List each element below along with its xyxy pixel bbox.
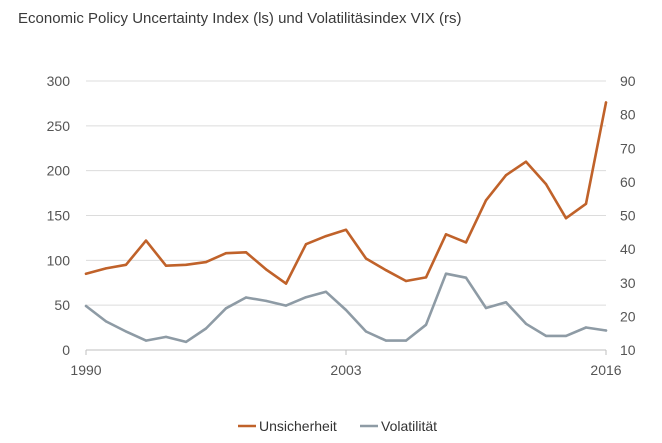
x-tick-label: 1990 (70, 362, 101, 378)
legend-label: Unsicherheit (259, 418, 337, 434)
x-tick-label: 2016 (590, 362, 621, 378)
data-point (284, 282, 288, 285)
data-point (284, 304, 288, 307)
data-point (144, 339, 148, 342)
data-point (504, 174, 508, 177)
y-left-tick-label: 200 (47, 163, 71, 179)
data-point (544, 182, 548, 186)
data-point (404, 339, 408, 342)
data-point (364, 257, 368, 260)
y-right-tick-label: 10 (620, 342, 636, 358)
data-point (184, 263, 188, 266)
data-point (424, 276, 428, 279)
data-point (104, 267, 108, 270)
y-right-tick-label: 20 (620, 308, 636, 324)
data-point (104, 320, 108, 323)
y-right-tick-label: 80 (620, 107, 636, 123)
data-point (224, 307, 228, 310)
data-point (244, 251, 248, 254)
data-point (444, 272, 448, 275)
y-left-tick-label: 100 (47, 252, 71, 268)
data-point (564, 217, 568, 220)
left-axis: 0 50 100 150 200 250 300 (47, 73, 71, 358)
y-left-tick-label: 0 (62, 342, 70, 358)
series-line-volatilitaet (84, 272, 608, 344)
data-point (484, 306, 488, 310)
y-left-tick-label: 250 (47, 118, 71, 134)
data-point (184, 340, 188, 344)
y-right-tick-label: 90 (620, 73, 636, 89)
data-point (524, 160, 528, 163)
series-lines (84, 101, 608, 344)
right-axis: 10 20 30 40 50 60 70 80 90 (620, 73, 636, 358)
y-right-tick-label: 30 (620, 275, 636, 291)
data-point (464, 276, 468, 279)
data-point (404, 279, 408, 283)
data-point (484, 199, 488, 202)
data-point (424, 323, 428, 326)
y-right-tick-label: 70 (620, 140, 636, 156)
data-point (324, 234, 328, 238)
data-point (244, 296, 248, 299)
y-right-tick-label: 40 (620, 241, 636, 257)
data-point (224, 252, 228, 255)
data-point (124, 263, 128, 266)
data-point (304, 296, 308, 299)
data-point (384, 339, 388, 342)
data-point (524, 322, 528, 325)
legend-label: Volatilität (381, 418, 437, 434)
data-point (544, 334, 548, 338)
data-point (84, 304, 88, 308)
data-point (584, 202, 588, 205)
data-point (344, 228, 348, 231)
data-point (164, 264, 168, 267)
data-point (124, 330, 128, 333)
data-point (604, 101, 608, 104)
data-point (324, 290, 328, 293)
x-axis: 1990 2003 2016 (70, 350, 622, 378)
y-right-tick-label: 50 (620, 208, 636, 224)
data-point (204, 327, 208, 330)
data-point (144, 239, 148, 242)
data-point (504, 301, 508, 304)
data-point (384, 269, 388, 272)
data-point (584, 326, 588, 329)
data-point (364, 330, 368, 333)
y-left-tick-label: 50 (54, 297, 70, 313)
y-left-tick-label: 300 (47, 73, 71, 89)
legend: Unsicherheit Volatilität (238, 418, 437, 434)
data-point (204, 260, 208, 264)
data-point (164, 335, 168, 339)
series-line-unsicherheit (84, 101, 608, 285)
data-point (264, 299, 268, 303)
data-point (84, 272, 88, 275)
x-tick-label: 2003 (330, 362, 361, 378)
data-point (264, 268, 268, 271)
y-right-tick-label: 60 (620, 174, 636, 190)
data-point (564, 334, 568, 338)
data-point (604, 329, 608, 332)
data-point (464, 241, 468, 244)
data-point (344, 308, 348, 312)
chart-title: Economic Policy Uncertainty Index (ls) u… (18, 10, 462, 27)
data-point (304, 243, 308, 246)
data-point (444, 233, 448, 236)
y-left-tick-label: 150 (47, 208, 71, 224)
